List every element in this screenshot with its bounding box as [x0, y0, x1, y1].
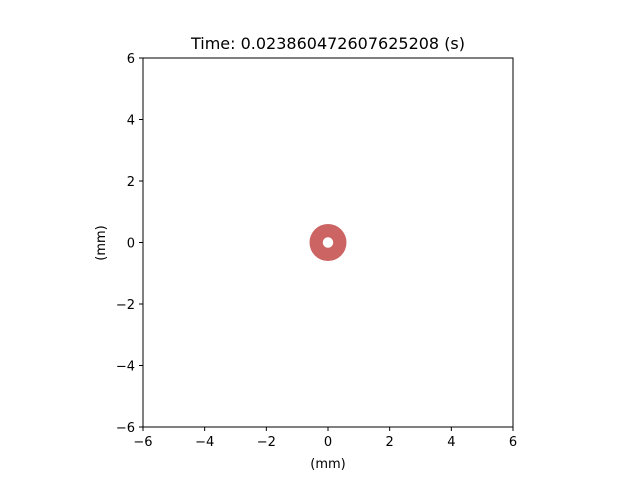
x-tick-label: 4	[447, 435, 455, 450]
x-axis-label: (mm)	[310, 457, 345, 472]
y-tick-label: 0	[127, 237, 135, 252]
annulus-0	[309, 224, 347, 261]
y-axis: −6 −4 −2 0 2 4 6	[116, 52, 143, 436]
chart-title: Time: 0.023860472607625208 (s)	[190, 34, 465, 53]
y-tick-label: −2	[116, 298, 135, 313]
y-tick-label: −4	[116, 360, 135, 375]
x-tick-label: −4	[195, 435, 214, 450]
x-tick-label: −6	[133, 435, 152, 450]
y-tick-label: 6	[127, 52, 135, 67]
y-tick-label: 2	[127, 175, 135, 190]
x-tick-label: 2	[386, 435, 394, 450]
y-tick-label: −6	[116, 421, 135, 436]
x-tick-label: 0	[324, 435, 332, 450]
x-tick-label: −2	[257, 435, 276, 450]
y-axis-label: (mm)	[94, 225, 109, 260]
x-tick-label: 6	[509, 435, 517, 450]
plot-background	[143, 58, 513, 427]
plot-area	[142, 57, 514, 428]
y-tick-label: 4	[127, 114, 135, 129]
x-axis: −6 −4 −2 0 2 4 6	[133, 427, 517, 450]
